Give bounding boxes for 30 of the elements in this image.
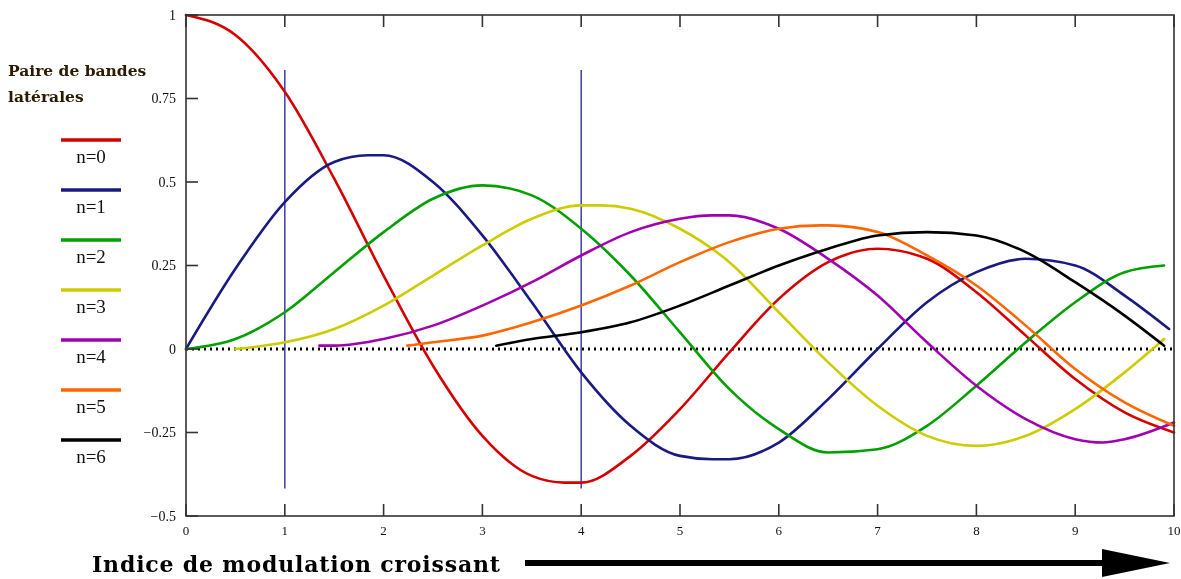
- legend-label: n=2: [76, 246, 106, 267]
- y-tick-label: 0: [169, 341, 176, 357]
- legend-label: n=5: [76, 396, 106, 417]
- x-tick-label: 0: [182, 523, 190, 538]
- x-tick-label: 10: [1167, 523, 1181, 538]
- x-tick-label: 2: [380, 523, 387, 538]
- y-tick-label: 0.75: [151, 91, 176, 107]
- legend-label: n=4: [76, 346, 107, 367]
- y-tick-label: 1: [169, 7, 176, 23]
- x-tick-label: 8: [973, 523, 980, 538]
- x-tick-label: 4: [577, 523, 585, 538]
- y-tick-label: 0.5: [158, 174, 176, 190]
- legend-title: Paire de bandes latérales: [8, 61, 147, 106]
- x-tick-label: 5: [676, 523, 684, 538]
- y-tick-label: −0.5: [150, 508, 176, 524]
- line-series: [184, 13, 1176, 484]
- legend-label: n=1: [76, 196, 106, 217]
- x-tick-label: 9: [1071, 523, 1079, 538]
- legend-label: n=0: [76, 146, 106, 167]
- line-series: [406, 224, 1176, 428]
- line-series: [318, 214, 1176, 444]
- x-tick-label: 1: [281, 523, 289, 538]
- x-tick-label: 6: [775, 523, 783, 538]
- y-tick-label: 0.25: [151, 258, 176, 274]
- legend-label: n=6: [76, 446, 106, 467]
- legend-label: n=3: [76, 296, 106, 317]
- x-tick-label: 7: [874, 523, 882, 538]
- y-tick-label: −0.25: [143, 425, 176, 441]
- x-axis-title: Indice de modulation croissant: [92, 551, 501, 577]
- x-tick-label: 3: [479, 523, 486, 538]
